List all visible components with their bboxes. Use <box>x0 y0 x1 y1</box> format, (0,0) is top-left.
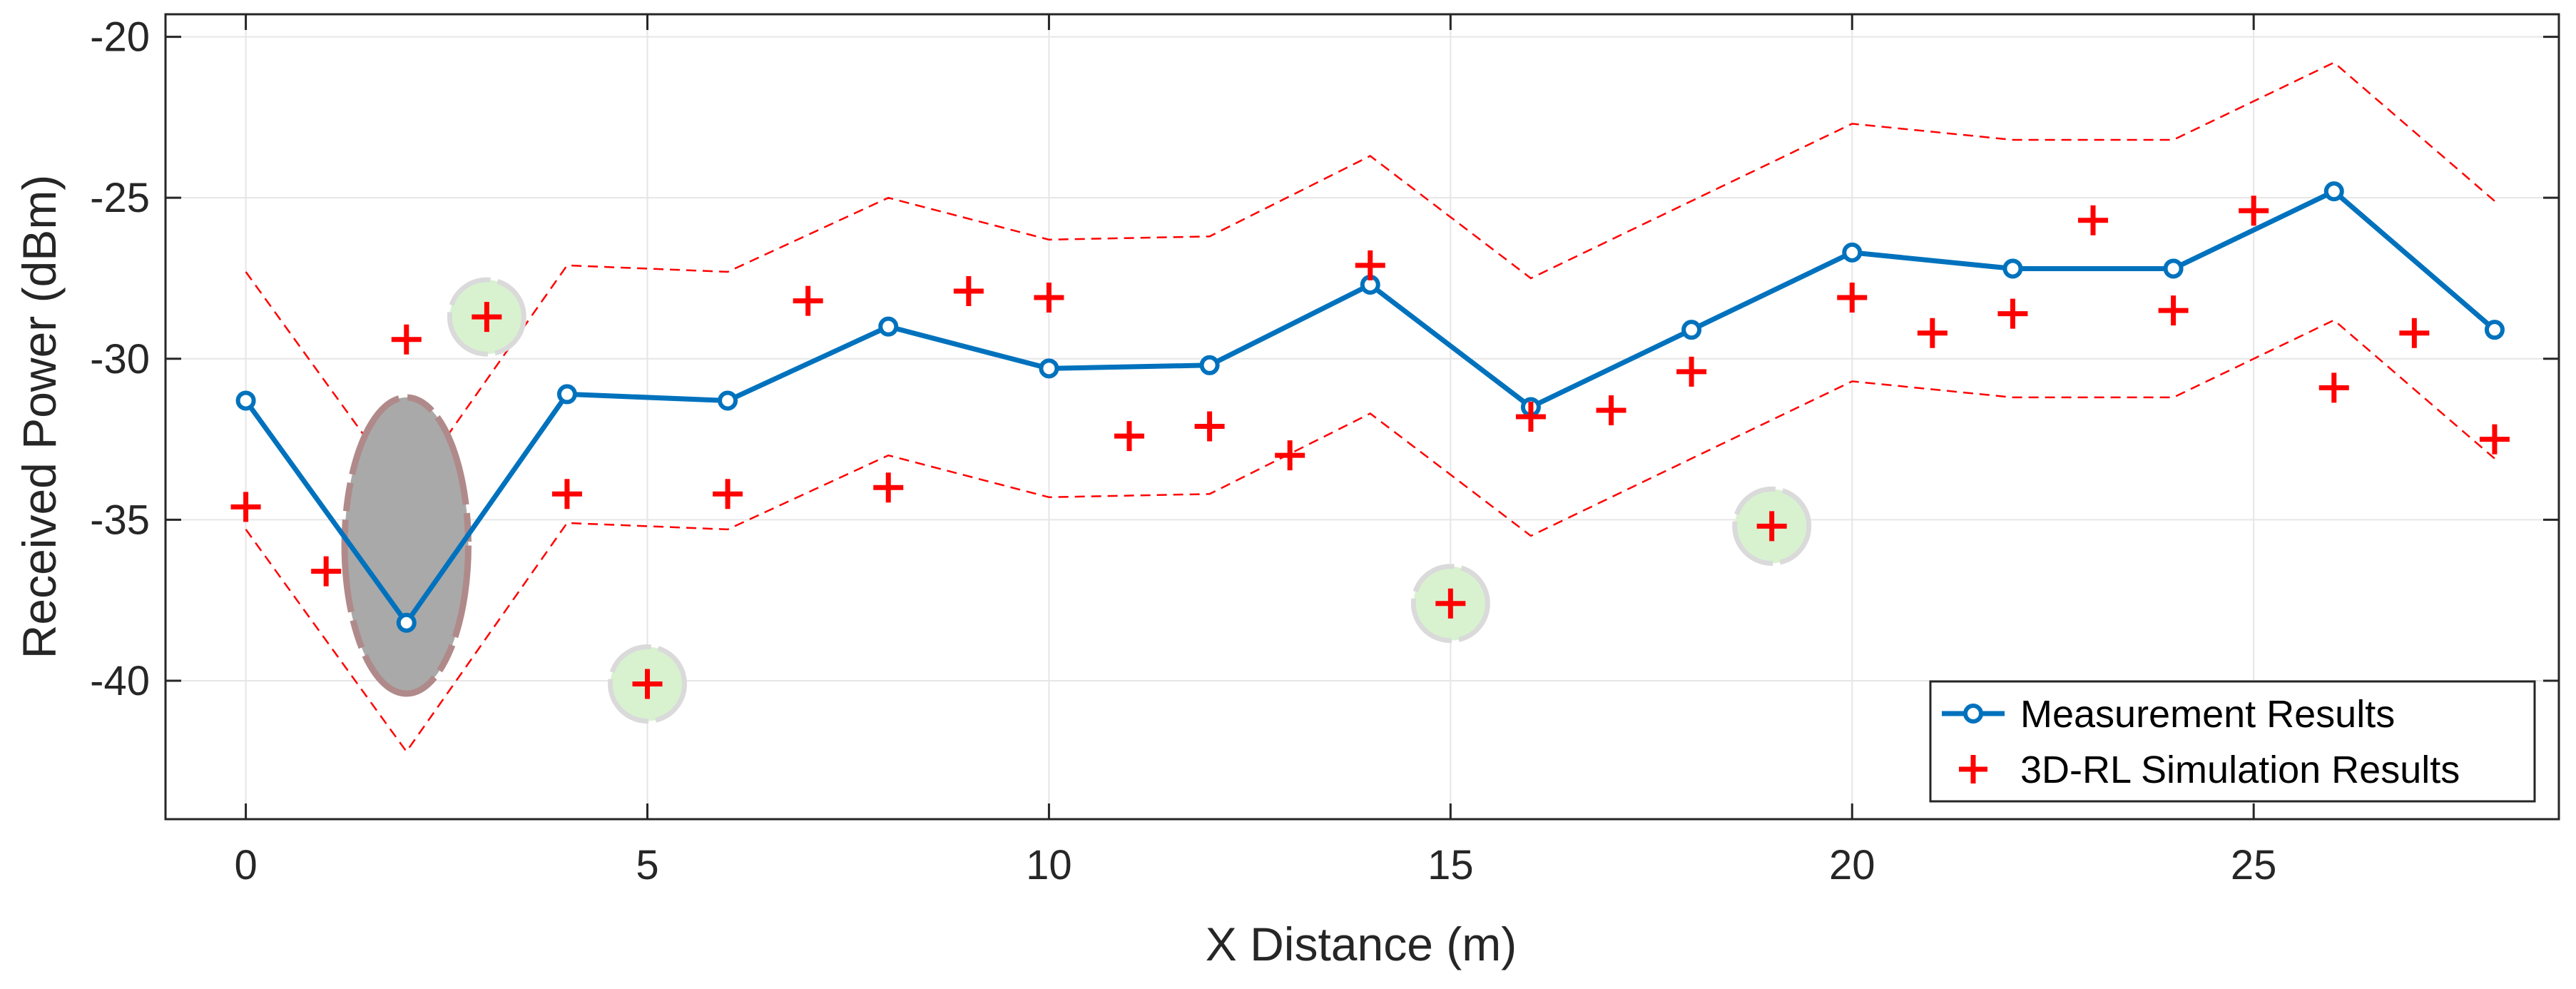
simulation-point <box>1515 402 1546 432</box>
simulation-point <box>2318 372 2349 403</box>
simulation-point <box>2239 196 2269 226</box>
simulation-point <box>2158 295 2189 326</box>
y-tick-label: -35 <box>90 497 150 543</box>
legend-simulation-label: 3D-RL Simulation Results <box>2020 749 2460 791</box>
upper-bound-line <box>245 61 2495 496</box>
simulation-point <box>1435 588 1466 619</box>
legend: Measurement Results 3D-RL Simulation Res… <box>1929 680 2536 803</box>
simulation-point <box>1114 421 1145 452</box>
y-tick-label: -25 <box>90 175 150 221</box>
measurement-point <box>396 612 417 633</box>
simulation-point <box>1756 511 1787 542</box>
plot-frame <box>164 13 2560 821</box>
simulation-series <box>230 196 2510 699</box>
measurement-point <box>235 390 256 411</box>
simulation-point <box>551 479 582 509</box>
simulation-point <box>1596 395 1626 425</box>
x-tick-label: 10 <box>1026 842 1072 888</box>
y-tick-label: -20 <box>90 14 150 61</box>
simulation-point <box>472 302 502 333</box>
simulation-point <box>311 556 342 587</box>
bounds-group <box>245 61 2495 754</box>
simulation-point <box>1676 356 1707 387</box>
simulation-point <box>873 472 904 503</box>
measurement-point <box>2163 258 2184 279</box>
x-tick-label: 0 <box>234 842 257 888</box>
lower-bound-line <box>245 319 2495 754</box>
simulation-point <box>2399 318 2430 348</box>
measurement-point <box>1199 355 1220 375</box>
simulation-point <box>2479 424 2510 455</box>
legend-measurement-label: Measurement Results <box>2020 693 2395 736</box>
x-axis-title: X Distance (m) <box>1206 918 1517 970</box>
simulation-point <box>1837 283 1868 313</box>
measurement-point <box>1039 358 1059 379</box>
y-tick-label: -40 <box>90 658 150 704</box>
simulation-point <box>1034 283 1064 313</box>
simulation-point <box>1997 298 2028 329</box>
legend-simulation-marker <box>1959 755 1987 783</box>
x-tick-label: 20 <box>1829 842 1875 888</box>
simulation-point <box>1275 440 1305 471</box>
grid <box>166 14 2559 819</box>
simulation-point <box>632 669 663 699</box>
ticks-group: 0 5 10 15 20 25 -20 -25 -30 -35 -40 <box>90 14 2559 888</box>
measurement-series <box>235 181 2505 633</box>
simulation-point <box>1917 318 1948 348</box>
x-tick-label: 5 <box>636 842 658 888</box>
x-tick-label: 15 <box>1427 842 1474 888</box>
legend-box <box>1929 680 2536 803</box>
simulation-point <box>953 276 984 307</box>
measurement-point <box>718 390 738 411</box>
measurement-point <box>2002 258 2023 279</box>
simulation-point <box>1194 411 1225 442</box>
x-tick-label: 25 <box>2231 842 2277 888</box>
measurement-point <box>556 384 577 405</box>
simulation-point <box>391 324 422 355</box>
simulation-point <box>793 285 823 316</box>
measurement-point <box>2484 320 2505 340</box>
measurement-point <box>1681 320 1702 340</box>
measurement-point <box>1842 242 1863 263</box>
simulation-point <box>713 479 743 509</box>
outlier-ellipse <box>341 394 472 697</box>
y-tick-label: -30 <box>90 336 150 382</box>
measurement-point <box>878 316 899 337</box>
simulation-point <box>2078 205 2109 235</box>
simulation-point <box>230 492 261 522</box>
legend-measurement-marker <box>1963 704 1983 724</box>
y-axis-title: Received Power (dBm) <box>13 175 66 659</box>
simulation-point <box>1355 250 1385 280</box>
measurement-point <box>2323 181 2344 202</box>
